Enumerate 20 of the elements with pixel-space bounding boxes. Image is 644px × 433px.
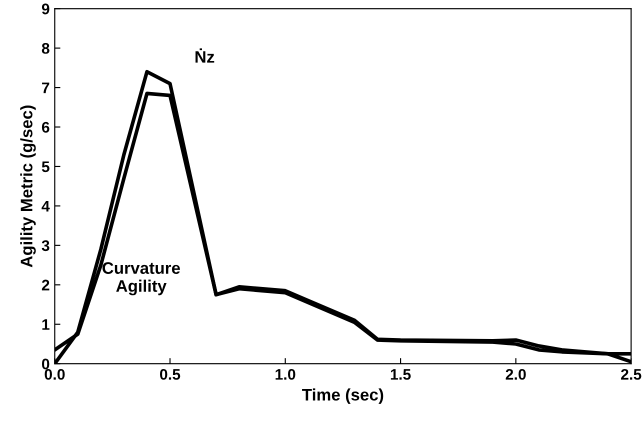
y-tick-label: 6: [42, 122, 50, 133]
y-tick-label: 5: [42, 161, 50, 172]
y-tick-label: 8: [42, 42, 50, 54]
x-tick-label: 2.5: [621, 368, 642, 380]
annotation: Curvature Agility: [102, 262, 180, 296]
x-tick-label: 1.0: [276, 368, 296, 380]
y-tick-label: 1: [42, 319, 50, 330]
y-axis-title: Agility Metric (g/sec): [20, 106, 36, 268]
y-tick-label: 9: [42, 4, 50, 14]
y-tick-label: 2: [42, 280, 50, 290]
y-tick-label: 4: [42, 200, 50, 212]
x-tick-label: 1.5: [390, 369, 411, 380]
x-tick-label: 0.0: [44, 368, 65, 380]
x-tick-label: 0.5: [160, 368, 180, 380]
x-tick-label: 2.0: [506, 368, 526, 380]
y-tick-label: 0: [42, 358, 50, 370]
y-tick-label: 7: [42, 82, 50, 94]
y-tick-label: 3: [42, 240, 50, 252]
annotation: Ṅz: [196, 48, 214, 63]
x-axis-title: Time (sec): [302, 388, 384, 404]
